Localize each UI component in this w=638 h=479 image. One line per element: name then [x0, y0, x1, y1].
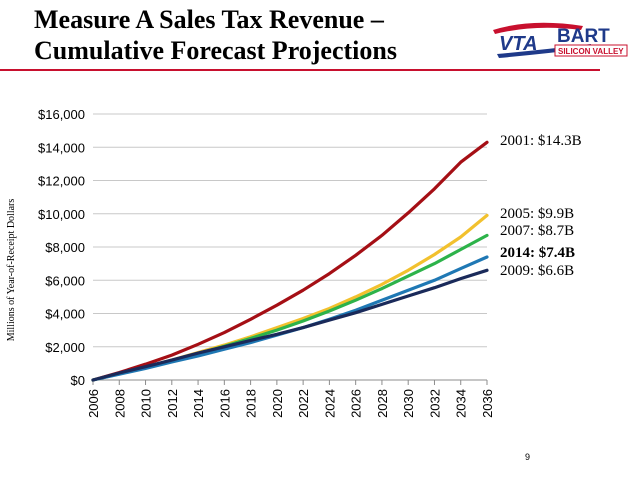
- axis-layer: $0 $2,000 $4,000 $6,000 $8,000 $10,000 $12,000…: [38, 107, 495, 418]
- y-tick-label: $6,000: [45, 273, 85, 288]
- y-tick-label: $8,000: [45, 240, 85, 255]
- series-end-label: 2005: $9.9B: [500, 206, 574, 222]
- x-tick-label: 2036: [480, 389, 495, 418]
- logo-subtitle-text: SILICON VALLEY: [558, 47, 624, 56]
- y-tick-label: $12,000: [38, 174, 85, 189]
- logo-vta-text: VTA: [499, 33, 538, 55]
- x-tick-label: 2016: [217, 389, 232, 418]
- grid-layer: [93, 113, 487, 348]
- series-end-label: 2014: $7.4B: [500, 245, 575, 261]
- revenue-line-chart: $0 $2,000 $4,000 $6,000 $8,000 $10,000 $12,000…: [6, 107, 582, 418]
- x-tick-label: 2006: [86, 389, 101, 418]
- slide-title: Measure A Sales Tax Revenue – Cumulative…: [34, 4, 474, 66]
- x-tick-label: 2020: [270, 389, 285, 418]
- series-line-4: [91, 268, 489, 382]
- slide-title-line-2: Cumulative Forecast Projections: [34, 36, 397, 65]
- x-tick-label: 2022: [296, 389, 311, 418]
- series-end-label: 2007: $8.7B: [500, 223, 574, 239]
- y-tick-label: $16,000: [38, 107, 85, 122]
- logo-bart-text: BART: [557, 26, 610, 47]
- x-tick-label: 2014: [191, 389, 206, 418]
- x-tick-label: 2008: [112, 389, 127, 418]
- y-tick-label: $4,000: [45, 307, 85, 322]
- series-layer: [91, 140, 489, 382]
- title-divider: [0, 69, 600, 71]
- x-tick-label: 2028: [375, 389, 390, 418]
- logo-subtitle-box: [554, 44, 628, 57]
- y-tick-label: $0: [71, 373, 85, 388]
- logo-swoosh: [493, 22, 583, 34]
- y-tick-label: $2,000: [45, 340, 85, 355]
- series-end-label: 2001: $14.3B: [500, 133, 582, 149]
- y-tick-label: $14,000: [38, 140, 85, 155]
- slide-title-line-1: Measure A Sales Tax Revenue –: [34, 5, 384, 34]
- x-tick-label: 2032: [427, 389, 442, 418]
- series-end-label: 2009: $6.6B: [500, 263, 574, 279]
- y-tick-label: $10,000: [38, 207, 85, 222]
- page-number: 9: [525, 452, 531, 462]
- x-tick-label: 2026: [349, 389, 364, 418]
- x-tick-label: 2018: [244, 389, 259, 418]
- series-line-0: [91, 140, 489, 382]
- x-tick-label: 2024: [322, 389, 337, 418]
- vta-bart-logo: VTA BART SILICON VALLEY: [493, 22, 628, 58]
- x-tick-label: 2034: [454, 389, 469, 418]
- x-tick-label: 2030: [401, 389, 416, 418]
- y-axis-label: Millions of Year-of-Receipt Dollars: [6, 199, 17, 342]
- x-tick-label: 2010: [139, 389, 154, 418]
- x-tick-label: 2012: [165, 389, 180, 418]
